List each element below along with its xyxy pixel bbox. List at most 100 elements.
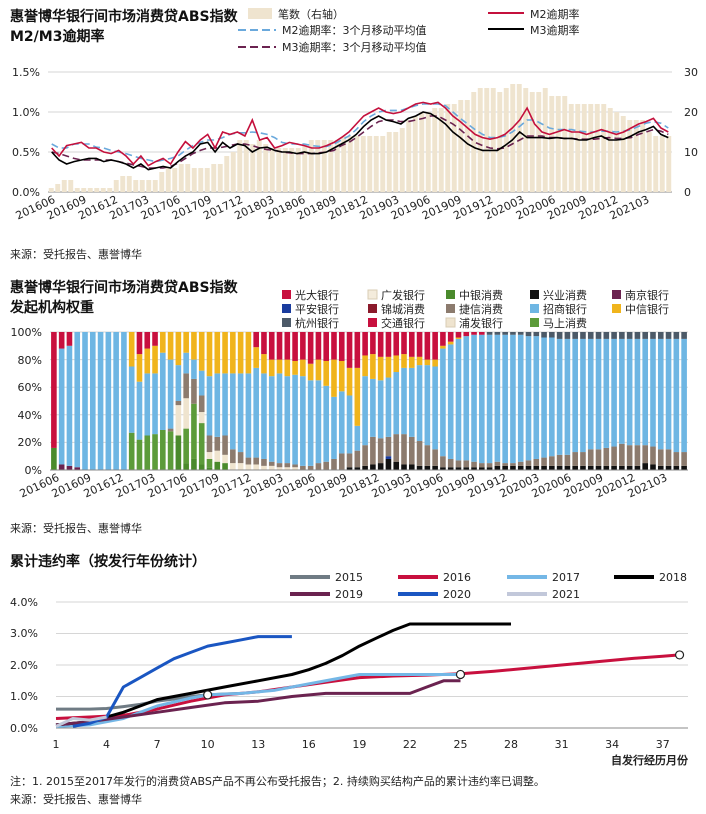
weight-bar-segment xyxy=(206,435,213,453)
chart1: 惠誉博华银行间市场消费贷ABS指数 M2/M3逾期率 笔数（右轴） M2逾期率 … xyxy=(10,7,698,261)
weight-bar-segment xyxy=(657,332,664,339)
weight-bar-segment xyxy=(268,332,275,360)
weight-bar-segment xyxy=(362,355,368,377)
count-bar xyxy=(87,188,93,192)
weight-bar-segment xyxy=(58,332,65,349)
weight-bar-segment xyxy=(463,332,470,337)
count-bar xyxy=(295,148,301,192)
weight-bar-segment xyxy=(307,363,314,381)
count-bar xyxy=(568,104,574,192)
count-bar xyxy=(445,104,451,192)
count-bar xyxy=(588,104,594,192)
weight-bar-segment xyxy=(502,334,508,464)
chart2: 惠誉博华银行间市场消费贷ABS指数 发起机构权重 光大银行 广发银行 中银消费 兴业消… xyxy=(9,279,688,535)
weight-bar-segment xyxy=(525,465,532,470)
chart3-legend-label: 2016 xyxy=(443,571,471,584)
legend-m3-label: M3逾期率 xyxy=(530,23,580,37)
weight-bar-segment xyxy=(541,332,547,338)
count-bar xyxy=(614,112,620,192)
weight-bar-segment xyxy=(346,332,353,368)
weight-bar-segment xyxy=(564,332,571,339)
weight-bar-segment xyxy=(408,356,415,368)
weight-bar-segment xyxy=(160,352,166,430)
weight-bar-segment xyxy=(152,345,158,374)
chart3-x-tick: 31 xyxy=(555,738,569,751)
weight-bar-segment xyxy=(510,465,516,470)
chart3-x-tick: 22 xyxy=(403,738,417,751)
weight-bar-segment xyxy=(198,332,205,371)
chart2-legend-swatch xyxy=(530,290,539,299)
chart2-legend-label: 广发银行 xyxy=(381,288,425,302)
weight-bar-segment xyxy=(206,458,213,468)
weight-bar-segment xyxy=(572,452,578,466)
weight-bar-segment xyxy=(455,467,462,470)
weight-bar-segment xyxy=(230,449,236,464)
weight-bar-segment xyxy=(136,381,143,440)
chart3-x-tick: 37 xyxy=(656,738,670,751)
weight-bar-segment xyxy=(268,359,275,377)
weight-bar-segment xyxy=(650,332,656,339)
count-bar xyxy=(120,176,126,192)
chart2-bars xyxy=(51,332,687,470)
weight-bar-segment xyxy=(502,332,508,335)
count-bar xyxy=(55,184,61,192)
weight-bar-segment xyxy=(502,463,508,466)
weight-bar-segment xyxy=(580,338,586,453)
weight-bar-segment xyxy=(440,345,446,349)
chart2-legend-swatch xyxy=(445,317,456,328)
weight-bar-segment xyxy=(401,367,407,435)
weight-bar-segment xyxy=(401,464,407,470)
weight-bar-segment xyxy=(533,458,540,466)
count-bar xyxy=(627,120,633,192)
weight-bar-segment xyxy=(432,465,438,470)
weight-bar-segment xyxy=(611,332,617,339)
chart2-y-tick: 100% xyxy=(11,326,42,339)
weight-bar-segment xyxy=(626,332,633,339)
weight-bar-segment xyxy=(595,332,602,339)
count-bar xyxy=(510,84,516,192)
weight-bar-segment xyxy=(253,332,259,348)
count-bar xyxy=(555,96,561,192)
chart3-x-tick: 7 xyxy=(154,738,161,751)
weight-bar-segment xyxy=(191,458,197,470)
weight-bar-segment xyxy=(191,403,197,459)
chart2-legend-label: 平安银行 xyxy=(295,302,339,316)
count-bar xyxy=(406,120,412,192)
chart3-y-tick: 4.0% xyxy=(10,596,38,609)
weight-bar-segment xyxy=(393,434,400,462)
weight-bar-segment xyxy=(152,434,158,470)
count-bar xyxy=(360,136,366,192)
weight-bar-segment xyxy=(440,348,446,457)
count-bar xyxy=(243,140,249,192)
count-bar xyxy=(191,168,197,192)
chart3-legend-label: 2015 xyxy=(335,571,363,584)
count-bar xyxy=(425,112,431,192)
weight-bar-segment xyxy=(51,332,57,448)
weight-bar-segment xyxy=(261,373,267,459)
weight-bar-segment xyxy=(354,425,361,451)
weight-bar-segment xyxy=(533,332,540,337)
chart2-title: 惠誉博华银行间市场消费贷ABS指数 xyxy=(10,279,239,296)
weight-bar-segment xyxy=(611,465,617,470)
cumulative-default-line xyxy=(55,622,511,727)
weight-bar-segment xyxy=(292,467,298,470)
count-bar xyxy=(178,164,184,192)
count-bar xyxy=(204,168,210,192)
weight-bar-segment xyxy=(237,373,244,453)
weight-bar-segment xyxy=(541,337,547,458)
weight-bar-segment xyxy=(136,354,143,382)
count-bar xyxy=(321,140,327,192)
weight-bar-segment xyxy=(222,435,228,455)
count-bar xyxy=(620,116,626,192)
weight-bar-segment xyxy=(74,467,81,470)
weight-bar-segment xyxy=(681,452,687,466)
weight-bar-segment xyxy=(408,436,415,465)
weight-bar-segment xyxy=(175,435,182,470)
weight-bar-segment xyxy=(580,452,586,466)
chart3-x-tick: 1 xyxy=(53,738,60,751)
weight-bar-segment xyxy=(97,332,104,470)
weight-bar-segment xyxy=(323,461,330,470)
weight-bar-segment xyxy=(167,332,174,360)
weight-bar-segment xyxy=(300,465,306,470)
